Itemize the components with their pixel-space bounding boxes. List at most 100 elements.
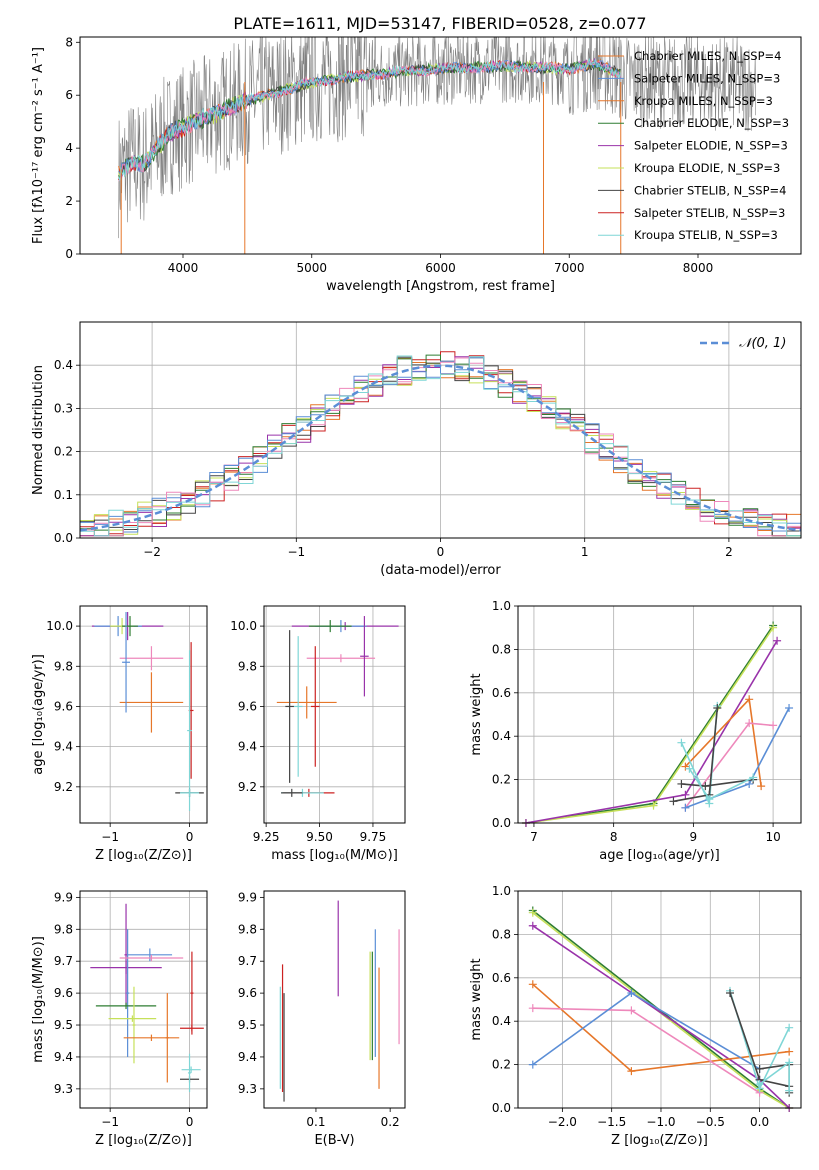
weight-marker-9-1 (705, 795, 714, 804)
observed-spectrum (118, 37, 756, 239)
legend-label-6: Chabrier STELIB, N_SSP=4 (634, 183, 786, 197)
weight-marker-1-0 (528, 908, 537, 917)
plot-frame (517, 890, 802, 1109)
y-tick-label-5: 1.0 (492, 599, 511, 613)
legend-label-2: Kroupa MILES, N_SSP=3 (634, 94, 773, 108)
y-tick-label-4: 0.4 (54, 358, 73, 372)
x-tick-label-0: 0.1 (306, 1115, 325, 1129)
y-tick-label-4: 9.7 (54, 954, 73, 968)
y-tick-label-5: 1.0 (492, 884, 511, 898)
x-axis-label: E(B-V) (314, 1133, 354, 1148)
x-tick-label-2: 9.75 (360, 830, 387, 844)
legend-label-7: Salpeter STELIB, N_SSP=3 (634, 206, 785, 220)
weight-marker-8-0 (677, 779, 686, 788)
y-tick-label-4: 8 (65, 35, 73, 49)
model-spectrum-pink (118, 58, 621, 182)
residuals-panel: −2 −1 0 1 2 0.0 0.1 0.2 0.3 0.4 (data-model)/error… (31, 321, 802, 578)
weight-marker-4-0 (528, 1004, 537, 1013)
x-tick-label-3: −0.5 (696, 1115, 725, 1129)
y-tick-label-0: 9.3 (238, 1082, 257, 1096)
y-axis-label: mass weight (469, 673, 484, 755)
x-tick-label-1: 9.50 (306, 830, 333, 844)
y-axis-label: Normed distribution (31, 365, 46, 495)
x-tick-label-3: 1 (581, 545, 589, 559)
weight-marker-9-1 (785, 1058, 794, 1067)
legend-label-4: Salpeter ELODIE, N_SSP=3 (634, 139, 788, 153)
x-tick-label-0: −2 (143, 545, 161, 559)
y-tick-label-6: 9.9 (54, 890, 73, 904)
age-vs-mass-panel: 9.25 9.50 9.75 9.2 9.4 9.6 9.8 10.0 mass [log₁₀(… (230, 605, 406, 863)
x-axis-label: (data-model)/error (380, 563, 501, 578)
plot-frame (263, 890, 406, 1109)
y-tick-label-2: 4 (65, 141, 73, 155)
weight-marker-7-0 (669, 797, 678, 806)
weight-marker-3-1 (627, 1067, 636, 1076)
histogram-cyan (80, 355, 801, 537)
y-tick-label-2: 0.2 (54, 445, 73, 459)
y-tick-label-3: 0.3 (54, 401, 73, 415)
weight-marker-7-0 (726, 988, 735, 997)
x-axis-label: age [log₁₀(age/yr)] (599, 848, 720, 863)
weight-vs-metallicity-panel: −2.0 −1.5 −1.0 −0.5 0.0 0.0 0.2 0.4 0.6 0.8 1.0 Z [… (469, 884, 802, 1148)
y-tick-label-4: 10.0 (46, 619, 73, 633)
weight-marker-3-0 (528, 980, 537, 989)
y-tick-label-3: 0.6 (492, 686, 511, 700)
weight-marker-9-0 (685, 764, 694, 773)
y-tick-label-4: 0.8 (492, 927, 511, 941)
y-tick-label-0: 0.0 (54, 531, 73, 545)
x-tick-label-1: 8 (610, 830, 618, 844)
x-tick-label-4: 2 (725, 545, 733, 559)
x-tick-label-3: 10 (765, 830, 780, 844)
x-tick-label-0: −2.0 (548, 1115, 577, 1129)
y-tick-label-4: 10.0 (230, 619, 257, 633)
legend-label-3: Chabrier ELODIE, N_SSP=3 (634, 116, 789, 130)
y-tick-label-2: 0.4 (492, 1014, 511, 1028)
weight-marker-5-0 (681, 803, 690, 812)
weight-marker-8-0 (755, 1064, 764, 1073)
x-tick-label-2: −1.0 (646, 1115, 675, 1129)
x-axis-label: Z [log₁₀(Z/Z⊙)] (95, 1133, 192, 1148)
x-tick-label-3: 7000 (554, 261, 585, 275)
y-tick-label-2: 9.6 (54, 699, 73, 713)
x-axis-label: mass [log₁₀(M/M⊙)] (271, 848, 398, 863)
y-tick-label-0: 9.2 (54, 780, 73, 794)
weight-marker-5-1 (745, 779, 754, 788)
weight-marker-3-1 (745, 695, 754, 704)
y-tick-label-2: 9.5 (238, 1018, 257, 1032)
y-tick-label-1: 9.4 (54, 1050, 73, 1064)
y-tick-label-0: 9.3 (54, 1082, 73, 1096)
weight-marker-6-2 (785, 1023, 794, 1032)
x-tick-label-2: 6000 (425, 261, 456, 275)
histogram-pink (80, 357, 801, 537)
weight-marker-4-1 (627, 1006, 636, 1015)
y-axis-label: age [log₁₀(age/yr)] (31, 654, 46, 775)
y-tick-label-4: 0.8 (492, 642, 511, 656)
legend-label-8: Kroupa STELIB, N_SSP=3 (634, 228, 778, 242)
figure-title: PLATE=1611, MJD=53147, FIBERID=0528, z=0… (233, 14, 646, 33)
y-tick-label-1: 9.4 (238, 1050, 257, 1064)
y-tick-label-3: 9.8 (54, 659, 73, 673)
y-tick-label-1: 0.2 (492, 773, 511, 787)
y-tick-label-0: 0.0 (492, 1101, 511, 1115)
model-spectrum-cyan (118, 57, 621, 181)
weight-marker-5-2 (785, 703, 794, 712)
y-tick-label-2: 0.4 (492, 729, 511, 743)
x-tick-label-4: 8000 (683, 261, 714, 275)
x-tick-label-0: 4000 (168, 261, 199, 275)
y-tick-label-6: 9.9 (238, 890, 257, 904)
y-tick-label-0: 9.2 (238, 780, 257, 794)
y-axis-label: mass [log₁₀(M/M⊙)] (31, 936, 46, 1063)
histogram-blue (80, 357, 801, 533)
weight-marker-5-0 (528, 1060, 537, 1069)
x-tick-label-0: 7 (530, 830, 538, 844)
x-tick-label-1: −1.5 (597, 1115, 626, 1129)
weight-marker-5-1 (627, 988, 636, 997)
y-tick-label-3: 9.8 (238, 659, 257, 673)
y-tick-label-1: 2 (65, 194, 73, 208)
normal-curve (79, 364, 802, 532)
x-axis-label: Z [log₁₀(Z/Z⊙)] (611, 1133, 708, 1148)
weight-marker-1-2 (769, 623, 778, 632)
mass-vs-metallicity-panel: −1 0 9.3 9.4 9.5 9.6 9.7 9.8 9.9 Z [log₁₀(Z/Z⊙)] m… (31, 890, 208, 1148)
weight-marker-2-1 (681, 790, 690, 799)
x-tick-label-1: 5000 (296, 261, 327, 275)
